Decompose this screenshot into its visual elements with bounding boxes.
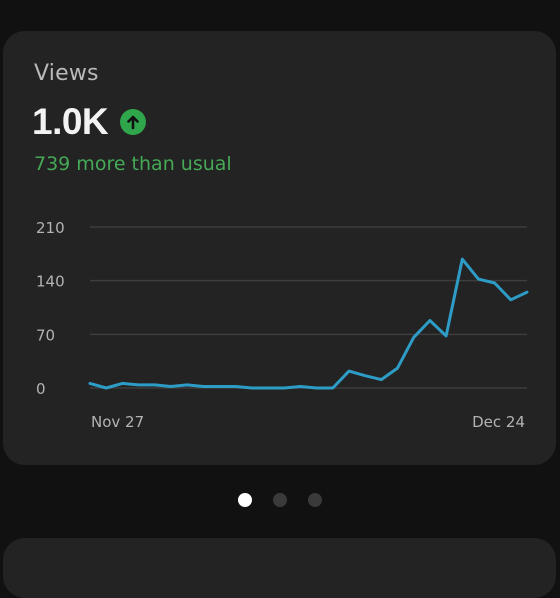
x-axis-labels: Nov 27 Dec 24 (91, 413, 525, 431)
x-tick-label: Dec 24 (472, 413, 525, 431)
y-tick-label: 70 (36, 326, 55, 344)
y-axis-labels: 0 70 140 210 (36, 219, 65, 398)
page-indicator (0, 493, 560, 507)
comparison-text: 739 more than usual (34, 153, 232, 175)
y-tick-label: 210 (36, 219, 65, 237)
page-dot[interactable] (238, 493, 252, 507)
metric-row: 1.0K (32, 101, 147, 143)
y-tick-label: 0 (36, 380, 46, 398)
views-card[interactable]: Views 1.0K 739 more than usual 0 70 140 210… (3, 31, 556, 465)
grid-lines (90, 226, 527, 389)
arrow-up-circle-icon (120, 109, 147, 135)
views-line-chart: 0 70 140 210 Nov 27 Dec 24 (36, 219, 529, 431)
next-card (3, 538, 556, 598)
page-dot[interactable] (308, 493, 322, 507)
card-title: Views (34, 61, 99, 86)
y-tick-label: 140 (36, 273, 65, 291)
series-line (88, 257, 529, 390)
x-tick-label: Nov 27 (91, 413, 144, 431)
page-dot[interactable] (273, 493, 287, 507)
metric-value: 1.0K (32, 101, 109, 142)
